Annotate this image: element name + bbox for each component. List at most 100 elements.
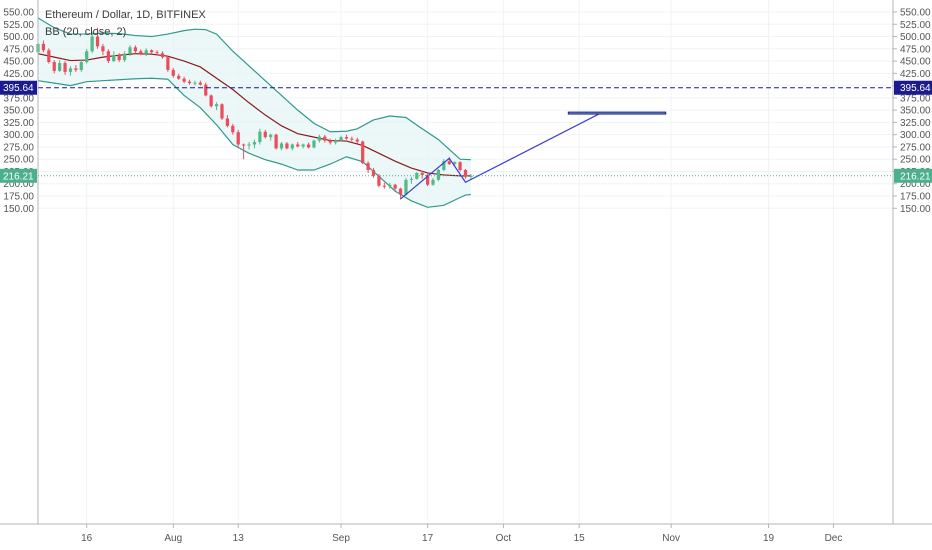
candle — [388, 182, 392, 189]
candle — [312, 139, 316, 149]
y-axis-left: 150.00175.00200.00225.00250.00275.00300.… — [3, 8, 34, 215]
y-tick-label-right: 150.00 — [900, 204, 931, 215]
candle-body — [198, 82, 202, 85]
candle-body — [361, 141, 365, 164]
candle — [442, 159, 446, 171]
candle-body — [193, 82, 197, 84]
candle — [361, 140, 365, 165]
pattern-trendline[interactable] — [400, 112, 602, 200]
y-tick-label-left: 525.00 — [3, 20, 34, 31]
candle-body — [58, 63, 62, 71]
y-tick-label-left: 375.00 — [3, 93, 34, 104]
candle — [436, 169, 441, 182]
last-price-tag-right: 216.21 — [894, 168, 932, 183]
x-tick-label: Sep — [332, 533, 350, 544]
candle — [350, 136, 354, 142]
y-tick-label-left: 200.00 — [3, 179, 34, 190]
x-tick-label: Aug — [164, 533, 182, 544]
y-tick-label-left: 250.00 — [3, 155, 34, 166]
candle — [296, 142, 300, 148]
candle-body — [398, 188, 403, 195]
axes — [0, 0, 932, 525]
x-tick-label: 15 — [574, 533, 586, 544]
x-tick-label: 13 — [233, 533, 245, 544]
x-tick-label: 17 — [422, 533, 434, 544]
candle — [323, 134, 327, 143]
bollinger-lower-band — [37, 77, 471, 208]
y-tick-label-right: 500.00 — [900, 32, 931, 43]
candle-body — [85, 51, 89, 63]
candle-body — [74, 68, 78, 70]
last-price-tag-right-bg — [894, 168, 932, 183]
x-tick-label: 19 — [763, 533, 775, 544]
x-tick-label: 16 — [81, 533, 93, 544]
candle — [355, 137, 359, 144]
candle-body — [274, 134, 278, 149]
candle-body — [382, 185, 386, 187]
y-tick-label-right: 200.00 — [900, 179, 931, 190]
candle-body — [344, 137, 349, 139]
candle-body — [122, 53, 127, 61]
y-tick-label-right: 525.00 — [900, 20, 931, 31]
candle-body — [139, 51, 143, 54]
candle-body — [458, 162, 462, 171]
y-tick-label-right: 300.00 — [900, 130, 931, 141]
candle-body — [52, 62, 56, 71]
candle-body — [41, 43, 46, 51]
candle — [187, 79, 192, 85]
y-tick-label-left: 300.00 — [3, 130, 34, 141]
candle-body — [95, 36, 100, 47]
candle — [317, 134, 322, 143]
candle — [139, 49, 143, 56]
candle-body — [79, 62, 83, 70]
horizontal-line-price-tag-left: 395.64 — [0, 80, 37, 95]
y-tick-label-right: 325.00 — [900, 118, 931, 129]
y-tick-label-right: 375.00 — [900, 93, 931, 104]
candle — [166, 56, 170, 72]
candle-body — [171, 69, 175, 76]
candle-body — [47, 50, 51, 63]
candle — [279, 142, 284, 151]
candle — [339, 135, 343, 142]
horizontal-line-price-tag-right-label: 395.64 — [900, 83, 931, 94]
candle-body — [393, 184, 397, 189]
candle — [236, 129, 240, 147]
candle-body — [247, 144, 251, 146]
candle-body — [355, 139, 359, 142]
last-price-tag-left-bg — [0, 168, 37, 183]
candle — [160, 51, 165, 59]
candle — [112, 51, 116, 63]
candle-body — [155, 52, 159, 54]
y-tick-label-right: 475.00 — [900, 44, 931, 55]
horizontal-line-price-tag-right: 395.64 — [894, 80, 932, 95]
candle — [193, 80, 197, 86]
x-axis[interactable]: 16 Aug 13 Sep 17 Oct 15 Nov 19 Dec — [81, 524, 842, 544]
candle — [171, 67, 175, 78]
candle-body — [177, 75, 181, 79]
candle — [263, 129, 267, 139]
candle-body — [366, 163, 370, 171]
candle-body — [209, 95, 213, 107]
candle-body — [334, 140, 338, 143]
candle-body — [409, 178, 414, 180]
candle-body — [225, 118, 230, 126]
candle-body — [144, 50, 148, 54]
candle-body — [117, 55, 121, 61]
candle-body — [425, 174, 430, 185]
price-tags: 395.64 395.64 216.21 216.21 — [0, 80, 932, 183]
candle — [220, 103, 224, 120]
candle — [79, 60, 83, 72]
candle-body — [133, 47, 138, 52]
y-tick-label-left: 350.00 — [3, 106, 34, 117]
y-tick-label-right: 350.00 — [900, 106, 931, 117]
candle — [58, 60, 62, 72]
bollinger-basis — [37, 53, 471, 177]
trend-drawings[interactable] — [400, 111, 667, 200]
last-price-tag-right-label: 216.21 — [900, 171, 931, 182]
target-zone-rectangle[interactable] — [567, 111, 667, 115]
x-tick-label: Oct — [496, 533, 512, 544]
candle — [404, 177, 408, 196]
y-tick-label-right: 550.00 — [900, 8, 931, 19]
candle — [41, 40, 46, 53]
